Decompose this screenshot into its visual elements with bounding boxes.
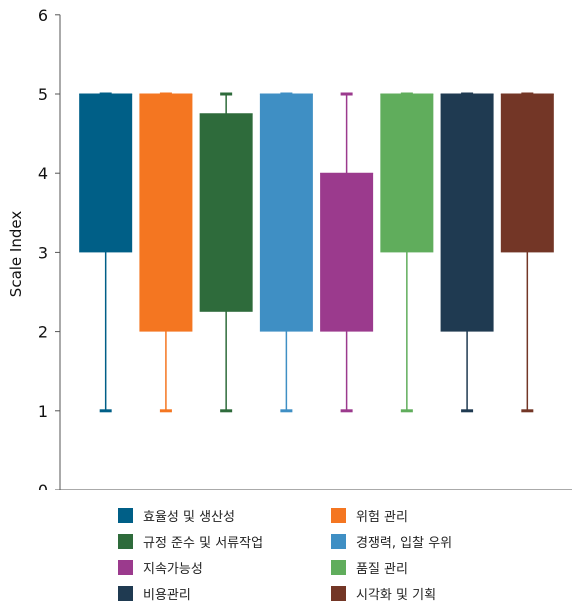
legend-swatch [331,559,346,575]
axes [59,14,572,490]
legend-item: 효율성 및 생산성 [118,505,235,525]
legend-item: 경쟁력, 입찰 우위 [331,531,452,551]
box-3 [199,92,253,413]
legend-swatch [331,533,346,549]
box-6 [380,92,434,413]
y-tick-labels: 0 1 2 3 4 5 6 [38,6,60,490]
legend-item: 비용관리 [118,583,191,603]
box-plot-chart: 0 1 2 3 4 5 6 Scale Index [7,6,572,490]
y-tick-label: 4 [38,164,48,183]
y-tick-label: 0 [38,481,48,490]
legend-label: 위험 관리 [356,509,408,525]
box-body [320,173,374,332]
legend-item: 시각화 및 기획 [331,583,436,603]
legend-label: 시각화 및 기획 [356,587,437,603]
legend-item: 지속가능성 [118,557,203,577]
box-body [199,113,253,312]
box-4 [259,92,313,413]
box-2 [139,92,193,413]
boxes [79,92,554,413]
y-tick-label: 3 [38,243,48,262]
y-tick-label: 2 [38,323,48,342]
legend-item: 규정 준수 및 서류작업 [118,531,263,551]
y-tick-label: 6 [38,6,48,25]
legend-label: 품질 관리 [356,561,408,577]
legend-item: 위험 관리 [331,505,408,525]
box-body [440,94,494,332]
box-1 [79,92,133,413]
box-8 [500,92,554,413]
legend-label: 지속가능성 [143,561,203,577]
box-body [79,94,133,253]
box-body [139,94,193,332]
legend-swatch [118,533,133,549]
legend-swatch [331,585,346,601]
y-axis-title: Scale Index [7,211,25,298]
y-tick-label: 5 [38,85,48,104]
box-body [259,94,313,332]
box-body [380,94,434,253]
box-5 [320,92,374,413]
legend-item: 품질 관리 [331,557,408,577]
legend-swatch [118,507,133,523]
legend-label: 규정 준수 및 서류작업 [143,535,264,551]
legend-label: 비용관리 [143,587,191,603]
legend-swatch [118,559,133,575]
box-7 [440,92,494,413]
legend-swatch [118,585,133,601]
legend-label: 경쟁력, 입찰 우위 [356,535,453,551]
legend-label: 효율성 및 생산성 [143,509,235,525]
legend-swatch [331,507,346,523]
y-tick-label: 1 [38,402,48,421]
box-body [500,94,554,253]
